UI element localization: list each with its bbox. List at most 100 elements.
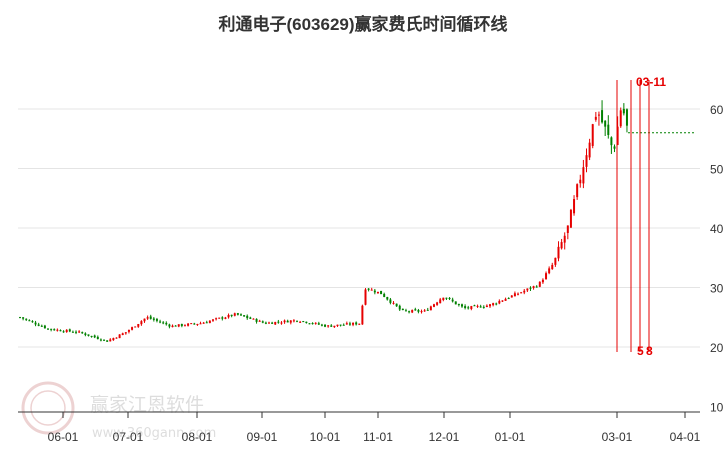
candle-body <box>227 314 230 318</box>
candle-body <box>218 317 221 319</box>
candle-body <box>622 108 625 114</box>
candle-body <box>395 303 398 307</box>
candle-body <box>249 317 252 319</box>
candle-body <box>174 325 177 327</box>
candle-body <box>286 320 289 323</box>
cycle-top-label: 03-11 <box>636 75 666 89</box>
candle-body <box>37 324 40 326</box>
candle-body <box>19 317 21 319</box>
candle-body <box>333 325 336 328</box>
candle-body <box>283 320 286 323</box>
x-tick-label: 12-01 <box>429 430 460 444</box>
candle-body <box>65 329 68 332</box>
candle-body <box>75 331 78 333</box>
candle-body <box>171 325 174 328</box>
watermark-url: www.360gann.com <box>92 426 216 441</box>
x-tick-label: 08-01 <box>182 430 213 444</box>
candle-body <box>367 288 370 290</box>
candle-body <box>352 322 355 325</box>
candle-body <box>613 146 616 149</box>
candle-body <box>190 323 193 325</box>
candle-body <box>470 306 473 309</box>
candle-body <box>588 142 591 158</box>
x-tick-label: 01-01 <box>495 430 526 444</box>
candle-body <box>162 322 165 324</box>
candle-body <box>380 290 383 295</box>
candle-body <box>215 318 218 320</box>
candle-body <box>96 336 99 340</box>
candle-body <box>361 305 364 325</box>
candle-body <box>308 323 311 325</box>
candle-body <box>43 325 46 329</box>
candle-body <box>90 335 93 337</box>
candle-body <box>473 305 476 307</box>
candle-body <box>121 333 124 336</box>
candle-body <box>501 300 504 302</box>
x-tick-label: 09-01 <box>247 430 278 444</box>
candle-body <box>576 184 579 198</box>
candle-body <box>591 124 594 146</box>
candle-body <box>607 124 610 135</box>
candle-body <box>314 322 317 324</box>
candle-body <box>324 324 327 327</box>
candle-body <box>127 330 130 332</box>
candle-body <box>221 317 224 319</box>
candle-body <box>271 322 274 324</box>
candle-body <box>554 257 557 265</box>
candle-body <box>155 319 158 321</box>
candle-body <box>492 303 495 306</box>
candle-body <box>289 320 292 323</box>
candle-body <box>408 311 411 313</box>
candle-body <box>601 110 604 123</box>
candle-body <box>619 110 622 127</box>
candle-body <box>513 293 516 297</box>
candle-body <box>84 333 87 336</box>
candle-body <box>183 325 186 327</box>
candle-body <box>535 286 538 288</box>
y-tick-label: 40 <box>710 222 724 236</box>
candle-body <box>243 315 246 317</box>
candle-body <box>417 310 420 312</box>
candle-body <box>420 311 423 313</box>
cycle-bottom-label: 8 <box>646 344 653 358</box>
candle-body <box>585 155 588 167</box>
candle-body <box>292 320 295 322</box>
candle-body <box>268 322 271 324</box>
candle-body <box>53 329 56 331</box>
candle-body <box>277 321 280 323</box>
candle-body <box>404 310 407 312</box>
candle-body <box>532 286 535 288</box>
candle-body <box>436 302 439 305</box>
candle-body <box>103 339 106 341</box>
candle-body <box>274 321 277 325</box>
candle-body <box>457 304 460 306</box>
candle-body <box>112 338 115 341</box>
candle-body <box>246 315 249 319</box>
candle-body <box>224 317 227 319</box>
candle-body <box>451 299 454 302</box>
x-tick-label: 10-01 <box>310 430 341 444</box>
candle-body <box>299 321 302 323</box>
candle-body <box>364 289 367 305</box>
y-axis: 10 20 30 40 50 60 <box>710 103 724 415</box>
candle-body <box>22 317 25 319</box>
candle-body <box>196 323 199 325</box>
candle-body <box>115 337 118 339</box>
y-tick-label: 60 <box>710 103 724 117</box>
chart-title: 利通电子(603629)赢家费氏时间循环线 <box>218 15 508 34</box>
candle-body <box>327 325 330 327</box>
candle-body <box>25 318 28 320</box>
candle-body <box>541 279 544 283</box>
candle-body <box>193 323 196 325</box>
candle-body <box>34 322 37 325</box>
candle-body <box>47 328 50 330</box>
candle-body <box>445 297 448 299</box>
candle-body <box>594 116 597 120</box>
candle-body <box>423 310 426 312</box>
candle-body <box>137 324 140 327</box>
candle-body <box>99 339 102 341</box>
candle-body <box>106 340 109 342</box>
candle-body <box>261 321 264 323</box>
candle-body <box>485 305 488 308</box>
